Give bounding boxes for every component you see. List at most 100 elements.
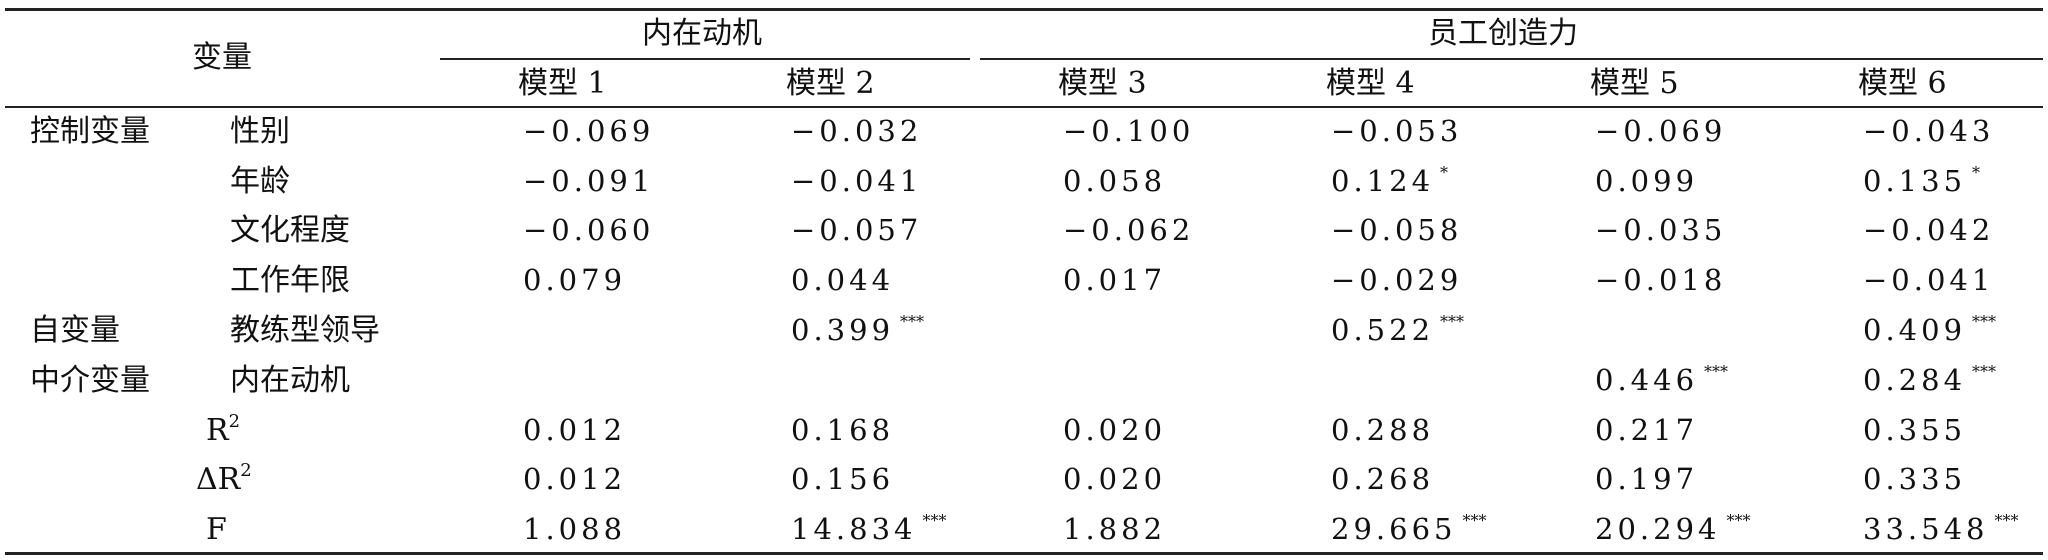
cell-value: −0.091: [523, 164, 655, 198]
group-rule-creativity: [980, 58, 2043, 60]
cell-value: 0.522: [1331, 313, 1435, 347]
model-header-5: 模型 5: [1590, 66, 1679, 101]
table-cell: −0.043: [1863, 117, 1994, 146]
cell-value: −0.029: [1331, 263, 1463, 297]
stat-label-prefix: Δ: [196, 462, 218, 497]
group-rule-intrinsic: [440, 58, 970, 60]
significance-stars: *: [1972, 163, 1981, 182]
stat-label: ΔR2: [196, 462, 252, 497]
table-cell: −0.018: [1595, 266, 1726, 295]
cell-value: −0.032: [791, 114, 923, 148]
cell-value: 0.017: [1063, 263, 1167, 297]
cell-value: 0.217: [1595, 413, 1699, 447]
table-cell: 0.124 *: [1331, 165, 1448, 196]
cell-value: −0.060: [523, 213, 655, 247]
table-cell: 33.548 ***: [1863, 512, 2018, 546]
bottom-rule: [5, 552, 2043, 555]
table-cell: 0.044: [791, 266, 894, 295]
table-cell: 20.294 ***: [1595, 512, 1750, 546]
row-category: 控制变量: [30, 114, 150, 149]
cell-value: 20.294: [1595, 512, 1721, 546]
cell-value: 0.355: [1863, 413, 1967, 447]
table-cell: 0.335: [1863, 465, 1966, 494]
top-rule: [5, 8, 2043, 11]
cell-value: −0.041: [791, 164, 923, 198]
row-variable-name: 教练型领导: [230, 313, 380, 348]
cell-value: −0.041: [1863, 263, 1995, 297]
cell-value: 0.135: [1863, 164, 1967, 198]
stat-label: R2: [206, 413, 240, 446]
table-cell: −0.042: [1863, 216, 1994, 245]
row-variable-name: 性别: [230, 114, 290, 149]
cell-value: 0.284: [1863, 363, 1967, 397]
header-group-employee-creativity: 员工创造力: [1428, 16, 1578, 51]
significance-stars: ***: [922, 511, 947, 530]
cell-value: 0.012: [523, 462, 627, 496]
model-header-3: 模型 3: [1058, 66, 1147, 101]
table-cell: 0.446 ***: [1595, 364, 1728, 395]
table-cell: 0.017: [1063, 266, 1166, 295]
cell-value: −0.042: [1863, 213, 1995, 247]
table-cell: −0.069: [1595, 117, 1726, 146]
cell-value: 0.012: [523, 413, 627, 447]
model-header-1: 模型 1: [518, 66, 607, 101]
model-header-2: 模型 2: [786, 66, 875, 101]
cell-value: 0.168: [791, 413, 895, 447]
table-cell: 0.268: [1331, 465, 1434, 494]
cell-value: 0.268: [1331, 462, 1435, 496]
table-cell: 0.409 ***: [1863, 313, 1996, 347]
stat-label-base: R: [217, 462, 241, 497]
header-bottom-rule: [5, 106, 2043, 108]
stat-label-base: F: [206, 512, 227, 547]
header-group-intrinsic-motivation: 内在动机: [642, 16, 762, 51]
row-variable-name: 年龄: [230, 164, 290, 199]
table-cell: −0.100: [1063, 117, 1194, 146]
row-variable-name: 工作年限: [230, 263, 350, 298]
cell-value: 0.044: [791, 263, 895, 297]
cell-value: 0.058: [1063, 164, 1167, 198]
table-cell: −0.032: [791, 117, 922, 146]
table-cell: 0.399 ***: [791, 313, 924, 347]
table-cell: 0.522 ***: [1331, 313, 1464, 347]
significance-stars: ***: [1462, 511, 1487, 530]
table-cell: 0.058: [1063, 167, 1166, 196]
model-header-4: 模型 4: [1326, 66, 1415, 101]
cell-value: 0.409: [1863, 313, 1967, 347]
cell-value: 0.197: [1595, 462, 1699, 496]
significance-stars: ***: [1440, 312, 1465, 331]
significance-stars: ***: [1726, 511, 1751, 530]
cell-value: 33.548: [1863, 512, 1989, 546]
cell-value: 0.020: [1063, 462, 1167, 496]
significance-stars: ***: [1994, 511, 2019, 530]
row-variable-name: 内在动机: [230, 363, 350, 398]
cell-value: 0.099: [1595, 164, 1699, 198]
table-cell: 0.168: [791, 416, 894, 445]
cell-value: −0.058: [1331, 213, 1463, 247]
cell-value: −0.053: [1331, 114, 1463, 148]
stat-label: F: [206, 515, 227, 545]
row-category: 自变量: [30, 313, 120, 348]
cell-value: −0.018: [1595, 263, 1727, 297]
table-cell: −0.062: [1063, 216, 1194, 245]
table-cell: 0.020: [1063, 465, 1166, 494]
table-cell: −0.069: [523, 117, 654, 146]
table-cell: −0.058: [1331, 216, 1462, 245]
table-cell: −0.057: [791, 216, 922, 245]
cell-value: −0.069: [523, 114, 655, 148]
table-cell: 0.099: [1595, 167, 1698, 196]
table-cell: −0.029: [1331, 266, 1462, 295]
table-cell: 14.834 ***: [791, 513, 946, 544]
table-cell: 0.284 ***: [1863, 363, 1996, 397]
cell-value: 0.399: [791, 313, 895, 347]
table-cell: 1.882: [1063, 515, 1166, 544]
significance-stars: ***: [1972, 312, 1997, 331]
significance-stars: *: [1440, 163, 1449, 182]
cell-value: 0.335: [1863, 462, 1967, 496]
cell-value: 0.156: [791, 462, 895, 496]
table-cell: −0.091: [523, 167, 654, 196]
row-variable-name: 文化程度: [230, 213, 350, 248]
significance-stars: ***: [1704, 362, 1729, 381]
cell-value: 29.665: [1331, 512, 1457, 546]
table-cell: 0.156: [791, 465, 894, 494]
table-cell: 0.079: [523, 266, 626, 295]
